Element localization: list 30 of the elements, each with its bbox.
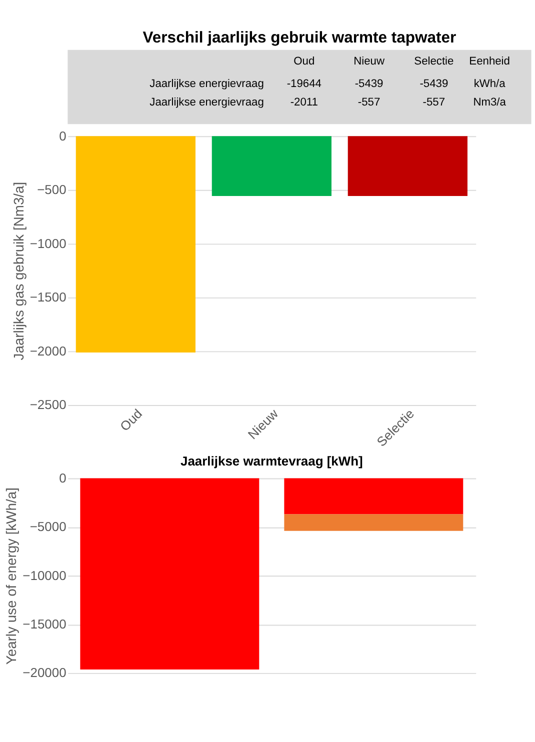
y-tick-label: −1000 <box>30 236 66 251</box>
y-tick-label: −500 <box>37 182 66 198</box>
text: -2011 <box>290 96 318 109</box>
y-tick-label: −1500 <box>30 290 66 305</box>
text: Verschil jaarlijks gebruik warmte tapwater <box>142 29 456 46</box>
y-tick-label: 0 <box>59 470 66 486</box>
y-tick-label: −2000 <box>30 343 66 358</box>
text: -19644 <box>286 78 322 90</box>
text: Selectie <box>414 56 454 68</box>
text: Nieuw <box>354 56 386 68</box>
text: Eenheid <box>469 56 510 68</box>
text: -557 <box>358 96 380 109</box>
x-tick-label: Oud <box>117 406 146 434</box>
y-tick-label: −20000 <box>22 665 66 680</box>
text: Oud <box>294 56 315 68</box>
y-axis-title: Yearly use of energy [kWh/a] <box>3 488 20 665</box>
text: -557 <box>422 96 446 109</box>
text: Jaarlijkse energievraag <box>150 78 264 90</box>
y-tick-label: 0 <box>59 128 66 144</box>
text: -5439 <box>420 78 448 90</box>
text: kWh/a <box>474 78 506 90</box>
y-axis-title: Jaarlijks gas gebruik [Nm3/a] <box>10 182 26 360</box>
text: Nm3/a <box>473 96 507 109</box>
y-tick-label: −10000 <box>22 568 66 583</box>
chart-title: Jaarlijkse warmtevraag [kWh] <box>180 453 363 468</box>
y-tick-label: −5000 <box>30 519 66 534</box>
text: Jaarlijkse energievraag <box>150 96 264 109</box>
y-tick-label: −15000 <box>22 616 66 632</box>
y-tick-label: −2500 <box>30 397 66 412</box>
text: -5439 <box>354 78 384 90</box>
